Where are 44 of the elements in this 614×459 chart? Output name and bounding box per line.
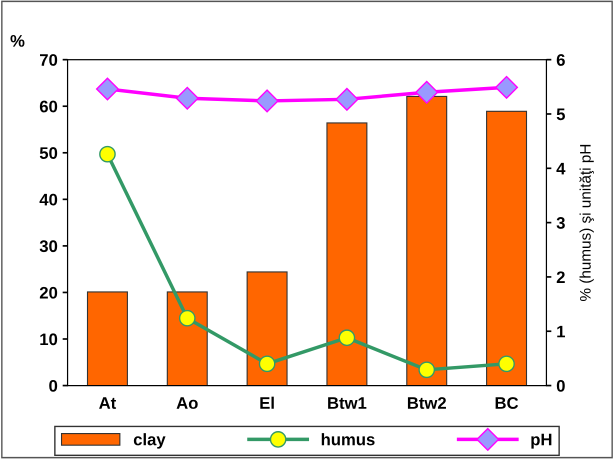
point xyxy=(418,361,436,378)
legend-label: pH xyxy=(531,434,552,449)
y-tick-label: 40 xyxy=(40,194,58,206)
point xyxy=(99,146,116,163)
x-tick-label: Btw2 xyxy=(408,397,446,409)
y-tick-label: 0 xyxy=(49,380,58,392)
bar xyxy=(326,122,368,386)
x-tick-label: El xyxy=(260,396,274,409)
y-tick-label: 50 xyxy=(40,147,58,159)
x-tick-label: Btw1 xyxy=(328,397,366,409)
bar xyxy=(166,291,208,386)
point xyxy=(258,356,276,372)
y-tick-label: 20 xyxy=(40,286,58,299)
y2-tick-label: 3 xyxy=(556,217,565,229)
legend-label: clay xyxy=(134,433,166,449)
point xyxy=(178,310,196,327)
x-tick-label: BC xyxy=(496,397,518,409)
y2-tick-label: 4 xyxy=(556,162,566,174)
y-tick-label: 30 xyxy=(40,240,58,252)
y2-tick-label: 0 xyxy=(556,380,565,392)
legend-label: humus xyxy=(322,433,375,446)
bar xyxy=(486,110,528,386)
point xyxy=(498,356,515,372)
point xyxy=(335,88,358,111)
y2-axis-title: % (humus) şi unităţi pH xyxy=(579,144,594,302)
y2-tick-label: 1 xyxy=(557,326,565,338)
y-axis-title: % xyxy=(10,35,24,47)
point xyxy=(176,86,199,110)
y-tick-label: 70 xyxy=(40,54,58,66)
x-tick-label: Ao xyxy=(176,397,198,409)
bar xyxy=(406,96,448,386)
y-tick-label: 10 xyxy=(40,333,58,346)
bar xyxy=(246,271,288,386)
point xyxy=(495,76,518,99)
bar xyxy=(86,291,128,386)
point xyxy=(96,78,119,100)
y2-tick-label: 2 xyxy=(556,271,565,283)
y-tick-label: 60 xyxy=(40,100,58,112)
y2-tick-label: 6 xyxy=(556,54,565,66)
y2-tick-label: 5 xyxy=(556,108,565,120)
point xyxy=(338,329,356,346)
point xyxy=(256,89,279,112)
point xyxy=(415,80,438,104)
x-tick-label: At xyxy=(99,397,116,409)
